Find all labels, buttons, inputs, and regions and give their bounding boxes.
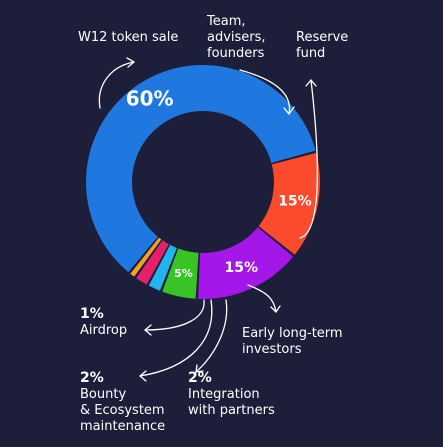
arrow-team-head [283,106,295,115]
label-integration: 2% Integration with partners [188,370,275,419]
label-team-text: Team, advisers, founders [207,14,266,61]
label-airdrop-percent: 1% [80,306,104,322]
arrow-integration-head [195,364,204,373]
label-bounty-text: Bounty & Ecosystem maintenance [80,387,166,434]
arrow-team [239,69,291,115]
arrow-bounty [139,299,213,377]
slice-label-team-advisers-founders: 15% [278,194,312,210]
arrow-token-sale-head [126,57,135,68]
label-integration-percent: 2% [188,370,212,386]
arrow-investors [247,284,277,313]
label-bounty: 2% Bounty & Ecosystem maintenance [80,370,165,435]
donut-slices [86,65,320,299]
slice-integration-with-partners [148,244,177,291]
label-bounty-percent: 2% [80,370,104,386]
arrow-airdrop-head [144,324,152,336]
slice-w12-token-sale [86,65,316,273]
slice-label-w12-token-sale: 60% [126,86,174,110]
slice-label-early-long-term-investors: 5% [174,267,193,280]
arrow-integration [195,299,228,373]
label-token-sale: W12 token sale [78,30,178,46]
donut-slice-labels: 60% 15% 15% 5% [126,86,312,280]
slice-team-advisers-founders [258,152,320,255]
arrow-reserve-head [305,79,317,87]
arrow-bounty-head [139,370,147,382]
label-reserve-text: Reserve fund [296,30,349,61]
arrow-reserve [299,79,319,239]
label-token-sale-text: W12 token sale [78,30,179,45]
label-investors-text: Early long-term investors [242,326,343,357]
slice-early-long-term-investors [162,248,199,299]
label-integration-text: Integration with partners [188,387,275,418]
label-investors: Early long-term investors [242,326,343,358]
label-reserve: Reserve fund [296,30,348,62]
arrow-airdrop [144,299,205,331]
slice-label-reserve-fund: 15% [224,260,258,276]
arrow-investors-head [270,305,281,313]
slice-airdrop [130,237,162,277]
label-airdrop: 1% Airdrop [80,306,127,339]
slice-bounty-and-ecosystem-maintenance [136,240,169,285]
slice-reserve-fund [198,227,294,299]
label-team: Team, advisers, founders [207,14,266,62]
arrow-token-sale [98,61,135,109]
callout-arrows [98,57,319,382]
label-airdrop-text: Airdrop [80,323,128,338]
